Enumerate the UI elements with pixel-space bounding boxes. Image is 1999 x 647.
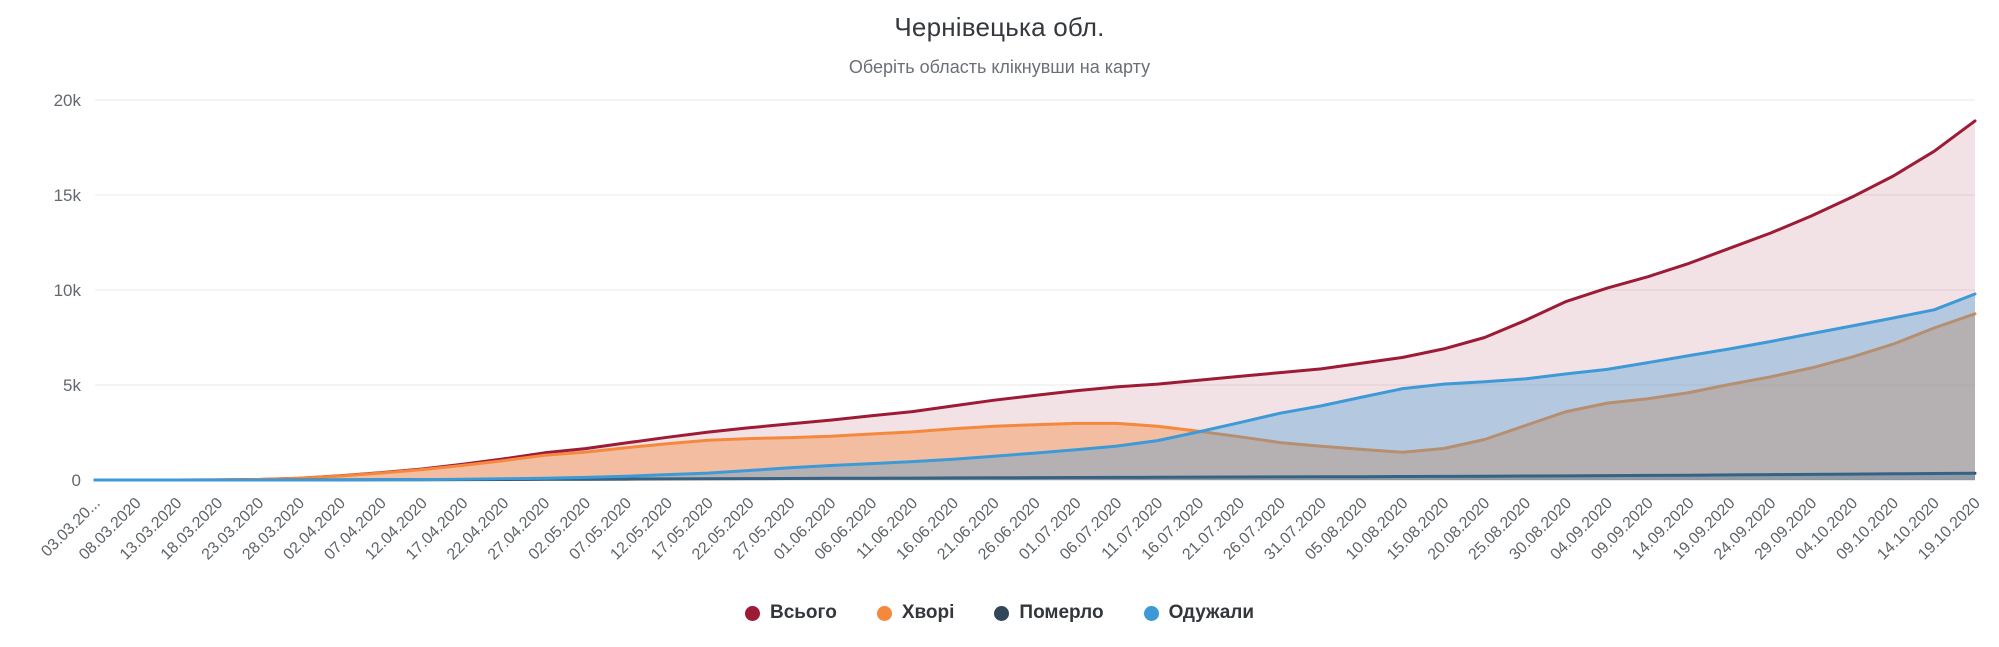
series-area-recovered xyxy=(95,294,1975,480)
legend-label: Померло xyxy=(1019,602,1104,623)
legend-item-recovered[interactable]: Одужали xyxy=(1143,602,1255,624)
legend-item-sick[interactable]: Хворі xyxy=(876,602,955,624)
y-axis-label: 20k xyxy=(54,91,82,110)
legend-marker-icon xyxy=(994,605,1010,621)
legend-marker-icon xyxy=(876,605,892,621)
legend-marker-icon xyxy=(1143,605,1159,621)
legend-marker-icon xyxy=(744,605,760,621)
legend-item-total[interactable]: Всього xyxy=(744,602,837,624)
series-line-sick xyxy=(93,312,1977,482)
legend-item-died[interactable]: Померло xyxy=(994,602,1104,624)
y-axis-label: 15k xyxy=(54,186,82,205)
chart-legend: Всього Хворі Померло Одужали xyxy=(0,602,1999,624)
legend-label: Всього xyxy=(769,602,837,623)
y-axis-label: 5k xyxy=(63,376,81,395)
series-area-died xyxy=(95,473,1975,480)
series-area-total xyxy=(95,120,1975,481)
series-area-sick xyxy=(95,313,1975,480)
series-line-recovered xyxy=(93,292,1977,482)
y-axis-label: 10k xyxy=(54,281,82,300)
legend-label: Хворі xyxy=(901,602,955,623)
legend-label: Одужали xyxy=(1168,602,1255,623)
y-axis-label: 0 xyxy=(72,471,81,490)
